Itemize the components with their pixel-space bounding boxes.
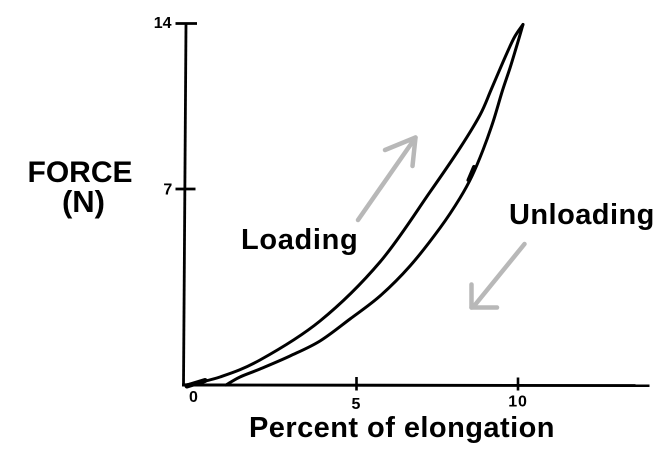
svg-text:Loading: Loading [241,224,358,256]
svg-text:14: 14 [154,15,172,32]
svg-text:Unloading: Unloading [509,199,655,231]
svg-text:(N): (N) [62,184,105,219]
svg-text:5: 5 [352,396,361,413]
svg-text:10: 10 [508,394,527,411]
svg-text:0: 0 [189,389,198,406]
svg-text:FORCE: FORCE [28,156,133,189]
svg-text:7: 7 [163,182,172,199]
svg-text:Percent of elongation: Percent of elongation [249,412,555,444]
